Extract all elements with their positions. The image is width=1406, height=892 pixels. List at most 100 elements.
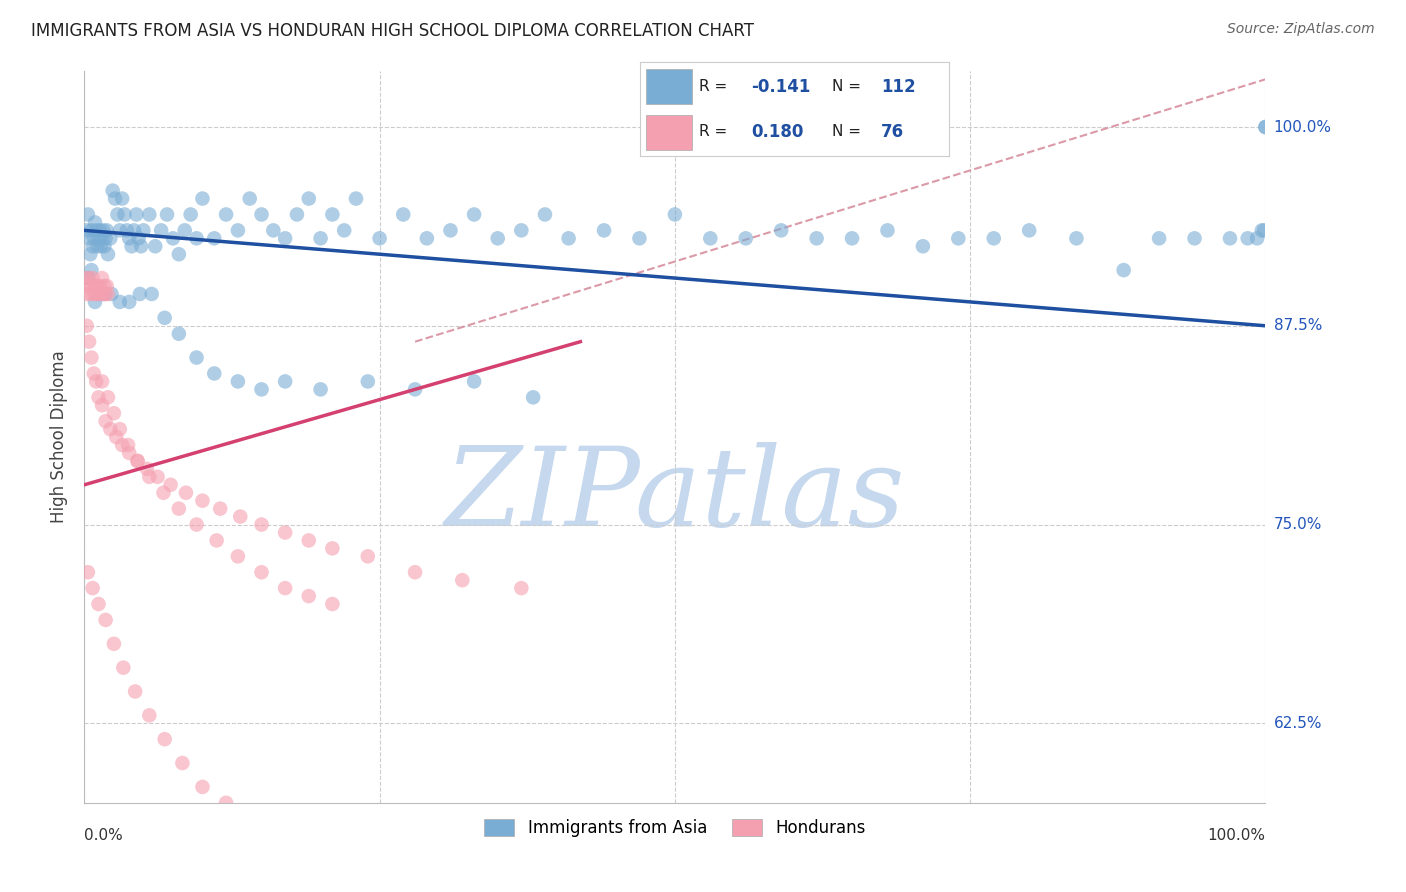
Y-axis label: High School Diploma: High School Diploma — [51, 351, 69, 524]
Point — [127, 454, 149, 468]
Point — [172, 756, 194, 770]
Point — [138, 708, 160, 723]
Point — [80, 351, 103, 365]
Point — [298, 589, 321, 603]
Point — [734, 231, 756, 245]
Point — [699, 231, 721, 245]
Point — [876, 223, 898, 237]
Point — [91, 271, 114, 285]
Point — [262, 223, 284, 237]
Point — [104, 192, 127, 206]
Point — [209, 501, 232, 516]
Point — [112, 660, 135, 674]
Point — [167, 501, 190, 516]
Point — [90, 287, 112, 301]
Point — [75, 271, 97, 285]
Point — [87, 390, 110, 404]
Point — [202, 367, 225, 381]
Point — [226, 375, 249, 389]
Point — [108, 223, 131, 237]
Point — [439, 223, 461, 237]
Point — [191, 493, 214, 508]
Point — [138, 207, 160, 221]
Point — [285, 207, 308, 221]
Point — [121, 239, 143, 253]
Text: Source: ZipAtlas.com: Source: ZipAtlas.com — [1227, 22, 1375, 37]
Point — [321, 597, 343, 611]
Point — [108, 422, 131, 436]
Text: 87.5%: 87.5% — [1274, 318, 1322, 334]
Text: ZIPatlas: ZIPatlas — [444, 442, 905, 549]
Point — [911, 239, 934, 253]
Point — [215, 796, 238, 810]
Point — [82, 239, 104, 253]
Point — [510, 223, 533, 237]
Point — [128, 287, 150, 301]
Point — [404, 566, 426, 580]
Point — [83, 231, 105, 245]
Point — [250, 207, 273, 221]
Point — [105, 430, 128, 444]
Text: 0.0%: 0.0% — [84, 828, 124, 843]
Point — [100, 287, 122, 301]
Point — [84, 215, 107, 229]
Point — [98, 231, 121, 245]
Point — [333, 223, 356, 237]
Point — [983, 231, 1005, 245]
Point — [143, 239, 166, 253]
Point — [83, 287, 105, 301]
Point — [451, 573, 474, 587]
Point — [1184, 231, 1206, 245]
Point — [80, 263, 103, 277]
Point — [87, 597, 110, 611]
Point — [96, 279, 118, 293]
Point — [150, 223, 173, 237]
Point — [534, 207, 557, 221]
Point — [152, 485, 174, 500]
Point — [108, 294, 131, 309]
Point — [770, 223, 793, 237]
Point — [392, 207, 415, 221]
Point — [522, 390, 544, 404]
Point — [628, 231, 651, 245]
Point — [344, 192, 367, 206]
Point — [167, 247, 190, 261]
Point — [274, 581, 297, 595]
Point — [321, 541, 343, 556]
Point — [111, 192, 134, 206]
Text: 62.5%: 62.5% — [1274, 715, 1322, 731]
Point — [97, 287, 120, 301]
Point — [486, 231, 509, 245]
Point — [1219, 231, 1241, 245]
Point — [77, 566, 100, 580]
Point — [298, 533, 321, 548]
FancyBboxPatch shape — [645, 69, 692, 103]
Point — [84, 294, 107, 309]
Point — [226, 549, 249, 564]
Point — [132, 223, 155, 237]
Point — [84, 375, 107, 389]
FancyBboxPatch shape — [645, 115, 692, 150]
Point — [125, 207, 148, 221]
Point — [215, 207, 238, 221]
Point — [138, 470, 160, 484]
Point — [84, 223, 107, 237]
Point — [87, 287, 110, 301]
Point — [91, 231, 114, 245]
Text: 100.0%: 100.0% — [1208, 828, 1265, 843]
Point — [82, 271, 104, 285]
Point — [309, 383, 332, 397]
Point — [593, 223, 616, 237]
Point — [118, 446, 141, 460]
Point — [87, 287, 110, 301]
Point — [664, 207, 686, 221]
Point — [174, 485, 197, 500]
Point — [309, 231, 332, 245]
Point — [91, 398, 114, 412]
Point — [1112, 263, 1135, 277]
Text: 100.0%: 100.0% — [1274, 120, 1331, 135]
Point — [250, 383, 273, 397]
Point — [1254, 120, 1277, 134]
Point — [1147, 231, 1170, 245]
Point — [153, 310, 176, 325]
